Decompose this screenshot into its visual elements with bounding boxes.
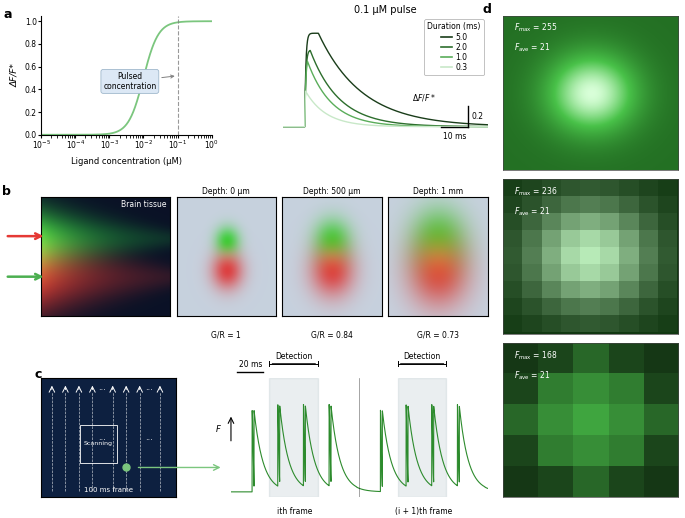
Text: $\Delta F/F*$: $\Delta F/F*$ — [412, 92, 436, 104]
Text: $F_{\rm ave}$ = 21: $F_{\rm ave}$ = 21 — [514, 206, 550, 218]
Text: 10 ms: 10 ms — [443, 132, 466, 141]
Bar — [398, 378, 447, 497]
Text: c: c — [34, 368, 42, 381]
Text: ...: ... — [98, 433, 105, 442]
Text: G/R = 1: G/R = 1 — [212, 330, 241, 339]
Text: F: F — [216, 425, 221, 434]
Text: Pulsed
concentration: Pulsed concentration — [103, 71, 174, 91]
Text: Detection: Detection — [275, 352, 312, 361]
Text: $F_{\rm ave}$ = 21: $F_{\rm ave}$ = 21 — [514, 369, 550, 382]
Text: G/R = 0.84: G/R = 0.84 — [311, 330, 353, 339]
Text: (i + 1)th frame: (i + 1)th frame — [395, 507, 452, 516]
Title: Depth: 500 μm: Depth: 500 μm — [303, 187, 361, 196]
Text: ith frame: ith frame — [277, 507, 313, 516]
Text: Brain tissue: Brain tissue — [121, 200, 166, 209]
Text: 100 ms frame: 100 ms frame — [84, 486, 133, 493]
Text: ...: ... — [145, 433, 153, 442]
X-axis label: Ligand concentration (μM): Ligand concentration (μM) — [71, 157, 182, 166]
Text: $F_{\rm max}$ = 236: $F_{\rm max}$ = 236 — [514, 185, 557, 198]
Text: ...: ... — [98, 383, 105, 392]
Text: d: d — [482, 3, 491, 16]
Title: Depth: 0 μm: Depth: 0 μm — [203, 187, 250, 196]
Y-axis label: ΔF/F*: ΔF/F* — [10, 63, 19, 87]
Title: Depth: 1 mm: Depth: 1 mm — [413, 187, 463, 196]
Text: a: a — [3, 8, 12, 21]
Text: 0.2: 0.2 — [471, 112, 483, 121]
Text: Scanning: Scanning — [84, 441, 112, 446]
Text: $F_{\rm ave}$ = 21: $F_{\rm ave}$ = 21 — [514, 42, 550, 54]
Bar — [269, 378, 319, 497]
Text: G/R = 0.73: G/R = 0.73 — [417, 330, 459, 339]
Text: Detection: Detection — [403, 352, 440, 361]
Text: b: b — [2, 185, 11, 198]
Text: $F_{\rm max}$ = 255: $F_{\rm max}$ = 255 — [514, 22, 557, 34]
Title: 0.1 μM pulse: 0.1 μM pulse — [354, 5, 416, 15]
Legend: 5.0, 2.0, 1.0, 0.3: 5.0, 2.0, 1.0, 0.3 — [424, 19, 484, 75]
Text: 20 ms: 20 ms — [238, 361, 262, 369]
Text: ...: ... — [145, 383, 153, 392]
Text: $F_{\rm max}$ = 168: $F_{\rm max}$ = 168 — [514, 349, 557, 362]
